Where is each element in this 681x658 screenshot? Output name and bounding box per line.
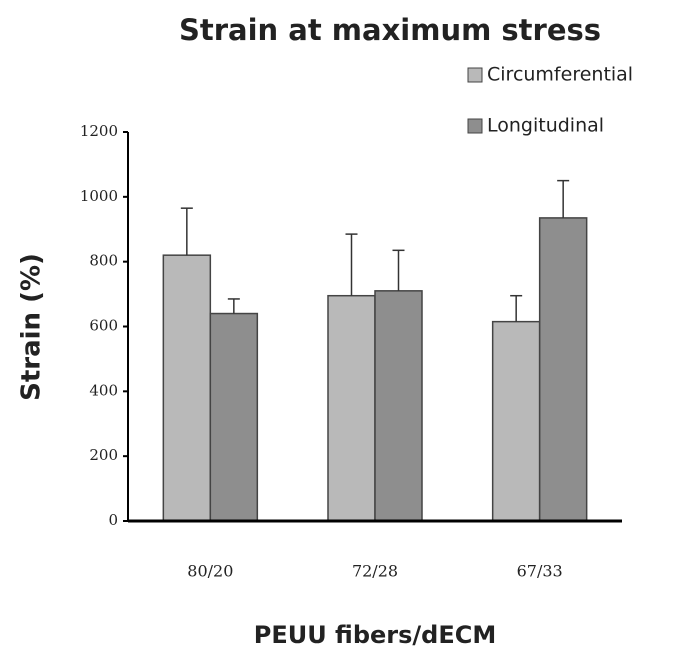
y-tick-label: 1000 [80, 187, 118, 205]
chart-title: Strain at maximum stress [179, 13, 601, 47]
legend-label: Circumferential [487, 64, 633, 86]
y-tick-label: 600 [89, 317, 118, 335]
x-axis-label: PEUU fibers/dECM [254, 621, 497, 649]
bar [327, 294, 376, 522]
y-tick-label: 0 [108, 511, 118, 529]
bar [209, 312, 259, 522]
y-tick-label: 800 [89, 252, 118, 270]
legend-swatch [467, 118, 483, 134]
y-axis-label: Strain (%) [17, 253, 47, 401]
y-tick-label: 400 [89, 381, 118, 399]
bar [374, 290, 423, 522]
y-tick-label: 1200 [80, 122, 118, 140]
y-tick-label: 200 [89, 446, 118, 464]
bar [491, 320, 541, 522]
x-tick-label: 80/20 [187, 562, 233, 581]
bar [162, 254, 212, 522]
legend-swatch [467, 67, 483, 83]
x-tick-label: 67/33 [517, 562, 563, 581]
bar [538, 217, 588, 522]
x-tick-label: 72/28 [352, 562, 398, 581]
legend-label: Longitudinal [487, 115, 604, 137]
